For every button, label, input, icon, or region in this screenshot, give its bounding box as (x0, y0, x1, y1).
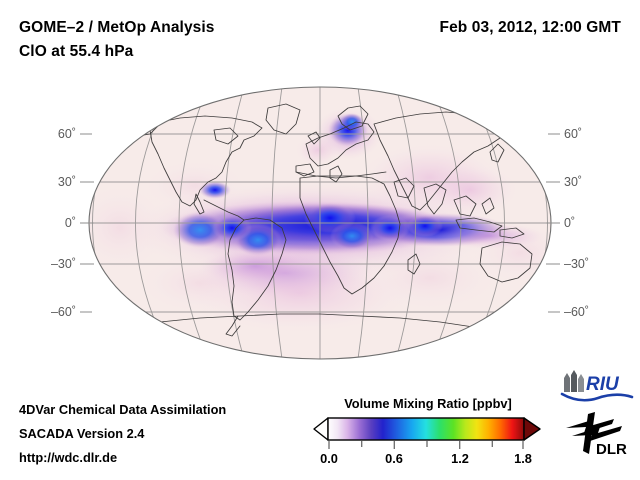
lat-label-0-right: 0˚ (564, 216, 575, 230)
coast-north-america (149, 115, 263, 207)
coast-philippines (481, 197, 495, 215)
equatorial-band-faint-east (435, 223, 545, 249)
riu-wordmark: RIU (586, 374, 620, 395)
coast-indonesia (455, 217, 503, 233)
coast-scandinavia (337, 105, 369, 131)
meridian-030e (357, 87, 369, 359)
riu-logo: RIU (560, 370, 634, 402)
lat-label-60s-left: –60˚ (51, 305, 76, 319)
footer-line-url[interactable]: http://wdc.dlr.de (19, 450, 118, 465)
coast-mediterranean (295, 171, 387, 179)
coast-iberia (295, 163, 315, 177)
colorbar-tick-0: 0.0 (320, 451, 338, 466)
colorbar-ticks (328, 441, 524, 449)
timestamp-label: Feb 03, 2012, 12:00 GMT (439, 19, 621, 36)
max-africa-2 (330, 222, 374, 250)
colorbar-tick-3: 1.8 (514, 451, 532, 466)
colorbar: 0.0 0.6 1.2 1.8 (313, 417, 541, 466)
colorbar-title: Volume Mixing Ratio [ppbv] (344, 396, 512, 411)
coast-japan (489, 143, 505, 163)
world-map-panel: 60˚ 30˚ 0˚ –30˚ –60˚ 60˚ 30˚ 0˚ –30˚ –60… (0, 78, 640, 378)
coastlines (119, 103, 551, 337)
coast-europe (305, 121, 375, 167)
colorbar-under-arrow (313, 417, 329, 441)
footer-line-assimilation: 4DVar Chemical Data Assimilation (19, 402, 227, 417)
coast-central-america (203, 199, 245, 221)
lat-label-60n-right: 60˚ (564, 127, 582, 141)
latitude-labels-left: 60˚ 30˚ 0˚ –30˚ –60˚ (51, 127, 76, 319)
lat-label-30n-right: 30˚ (564, 175, 582, 189)
max-indian (407, 215, 443, 237)
colorbar-block: Volume Mixing Ratio [ppbv] (312, 396, 544, 466)
lat-label-30n-left: 30˚ (58, 175, 76, 189)
riu-towers-icon (564, 370, 584, 392)
dlr-logo: DLR (566, 412, 627, 458)
latitude-labels-right: 60˚ 30˚ 0˚ –30˚ –60˚ (564, 127, 589, 319)
species-level-subtitle: ClO at 55.4 hPa (19, 43, 134, 60)
lat-label-0-left: 0˚ (65, 216, 76, 230)
colorbar-tick-1: 0.6 (385, 451, 403, 466)
coast-antarctic-peninsula (225, 315, 241, 337)
riu-wave-icon (560, 392, 634, 402)
coast-australia (479, 241, 533, 283)
data-field-layer (89, 87, 551, 359)
lat-label-60n-left: 60˚ (58, 127, 76, 141)
coast-baja (193, 193, 205, 215)
coast-new-guinea (499, 227, 525, 239)
dlr-wordmark: DLR (596, 441, 627, 458)
dlr-mark-icon (566, 412, 622, 454)
lat-label-30s-left: –30˚ (51, 257, 76, 271)
max-east-africa (370, 215, 410, 241)
south-trail2 (200, 248, 310, 284)
meridian-060e (395, 87, 416, 359)
latitude-ticks (80, 133, 560, 313)
max-atlantic (212, 215, 252, 241)
lat-label-30s-right: –30˚ (564, 257, 589, 271)
meridian-030w (271, 87, 283, 359)
coast-british-isles (307, 131, 321, 145)
coast-antarctica (119, 313, 513, 337)
mollweide-map: 60˚ 30˚ 0˚ –30˚ –60˚ 60˚ 30˚ 0˚ –30˚ –60… (51, 86, 589, 360)
logo-block: RIU DLR (556, 370, 636, 470)
meridian-090w (178, 87, 209, 359)
colorbar-over-arrow (523, 417, 541, 441)
haze-west-europe (296, 134, 340, 166)
max-caribbean (199, 181, 231, 199)
lat-label-60s-right: –60˚ (564, 305, 589, 319)
coast-madagascar (407, 253, 421, 275)
max-pacific-east (173, 212, 227, 248)
haze-far-west (89, 184, 168, 272)
coast-hudson (213, 127, 239, 145)
coast-new-zealand (539, 271, 551, 293)
colorbar-gradient (327, 417, 525, 441)
meridian-060w (224, 87, 245, 359)
colorbar-tick-2: 1.2 (451, 451, 469, 466)
coast-south-america (227, 217, 287, 321)
coast-africa (299, 175, 401, 295)
coast-arabia (393, 177, 415, 199)
coast-greenland (265, 103, 301, 135)
footer-line-version: SACADA Version 2.4 (19, 426, 145, 441)
analysis-title: GOME–2 / MetOp Analysis (19, 19, 215, 36)
meridian-090e (431, 87, 462, 359)
coast-india (423, 183, 447, 215)
coast-se-asia (453, 195, 477, 217)
